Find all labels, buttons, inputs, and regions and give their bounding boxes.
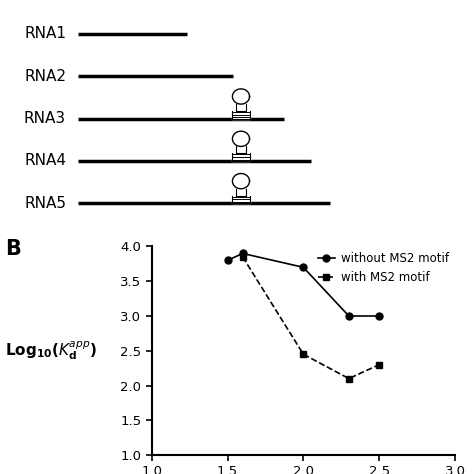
Text: RNA2: RNA2: [24, 69, 66, 84]
Text: RNA3: RNA3: [24, 111, 66, 126]
Legend: without MS2 motif, with MS2 motif: without MS2 motif, with MS2 motif: [318, 252, 449, 284]
Polygon shape: [232, 131, 249, 146]
Polygon shape: [232, 173, 249, 189]
Polygon shape: [232, 196, 249, 203]
Text: $\mathbf{Log_{10}(}$$\mathbf{\it{K}}_{\mathbf{d}}^{\mathit{app}}$$\mathbf{)}$: $\mathbf{Log_{10}(}$$\mathbf{\it{K}}_{\m…: [5, 339, 97, 362]
Text: B: B: [5, 239, 20, 259]
Text: RNA4: RNA4: [24, 153, 66, 168]
Polygon shape: [237, 104, 246, 111]
Polygon shape: [232, 111, 249, 118]
Polygon shape: [237, 146, 246, 153]
Polygon shape: [237, 189, 246, 196]
Polygon shape: [232, 89, 249, 104]
Text: RNA5: RNA5: [24, 196, 66, 210]
Polygon shape: [232, 153, 249, 161]
Text: RNA1: RNA1: [24, 27, 66, 41]
